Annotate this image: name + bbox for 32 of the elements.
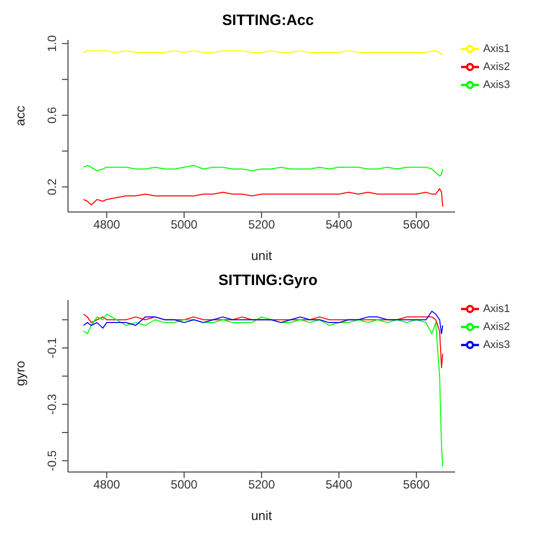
y-axis-title: gyro — [12, 360, 28, 386]
chart-title: SITTING:Gyro — [217, 271, 319, 291]
y-axis-title: acc — [12, 105, 28, 126]
line-series — [82, 314, 444, 467]
line-series — [82, 188, 444, 208]
legend-label: Axis2 — [483, 60, 510, 73]
y-tick-label: 1.0 — [45, 34, 59, 52]
x-tick-label: 5000 — [170, 478, 198, 492]
y-tick-label: 0.6 — [45, 106, 59, 124]
x-tick-label: 5000 — [170, 218, 198, 232]
y-tick-label: -0.3 — [45, 394, 59, 415]
line-series — [82, 310, 444, 334]
legend-label: Axis3 — [483, 78, 510, 91]
x-tick-label: 5400 — [326, 218, 353, 232]
x-axis-title: unit — [251, 508, 272, 523]
line-series — [82, 164, 444, 177]
x-tick-label: 5400 — [326, 478, 353, 492]
chart-title: SITTING:Acc — [221, 11, 315, 31]
y-tick-label: -0.5 — [45, 450, 59, 472]
x-tick-label: 5600 — [403, 478, 430, 492]
x-axis-title: unit — [251, 248, 272, 263]
legend-label: Axis1 — [483, 42, 510, 55]
x-tick-label: 5600 — [403, 218, 430, 232]
x-tick-label: 5200 — [248, 218, 276, 232]
legend-label: Axis1 — [483, 302, 510, 315]
x-tick-label: 5200 — [248, 478, 276, 492]
y-tick-label: -0.1 — [45, 337, 59, 358]
legend-label: Axis3 — [483, 338, 510, 351]
y-tick-label: 0.2 — [45, 178, 59, 196]
x-tick-label: 4800 — [93, 218, 120, 232]
x-tick-label: 4800 — [93, 478, 120, 492]
legend-label: Axis2 — [483, 320, 510, 333]
